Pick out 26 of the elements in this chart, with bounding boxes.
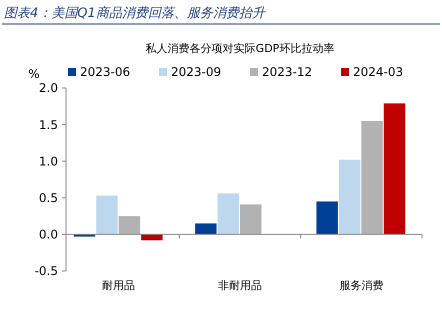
- bar: [96, 196, 118, 234]
- y-tick-label: 1.5: [38, 118, 58, 132]
- x-tick-label: 服务消费: [339, 279, 384, 292]
- y-tick-label: 0.5: [38, 191, 58, 205]
- bar: [141, 234, 163, 240]
- y-tick-label: 0.0: [38, 228, 58, 242]
- chart-title: 图表4：美国Q1商品消费回落、服务消费抬升: [4, 5, 266, 21]
- chart-subtitle: 私人消费各分项对实际GDP环比拉动率: [146, 42, 334, 55]
- x-tick-label: 耐用品: [102, 279, 136, 292]
- bar: [361, 120, 383, 234]
- bar: [218, 193, 239, 234]
- y-tick-label: 2.0: [38, 81, 58, 96]
- bar: [316, 201, 338, 234]
- y-tick-label: -0.5: [34, 264, 58, 278]
- legend-label: 2023-06: [80, 65, 130, 79]
- y-tick-label: 1.0: [38, 154, 58, 168]
- x-tick-label: 非耐用品: [218, 279, 262, 292]
- legend-label: 2024-03: [353, 65, 404, 79]
- legend-label: 2023-12: [262, 65, 312, 79]
- bar: [118, 216, 140, 234]
- bar: [338, 160, 360, 234]
- y-axis-title: %: [28, 67, 40, 81]
- bar: [195, 223, 217, 234]
- bar: [240, 204, 262, 234]
- legend-label: 2023-09: [171, 65, 222, 79]
- bar: [384, 103, 406, 234]
